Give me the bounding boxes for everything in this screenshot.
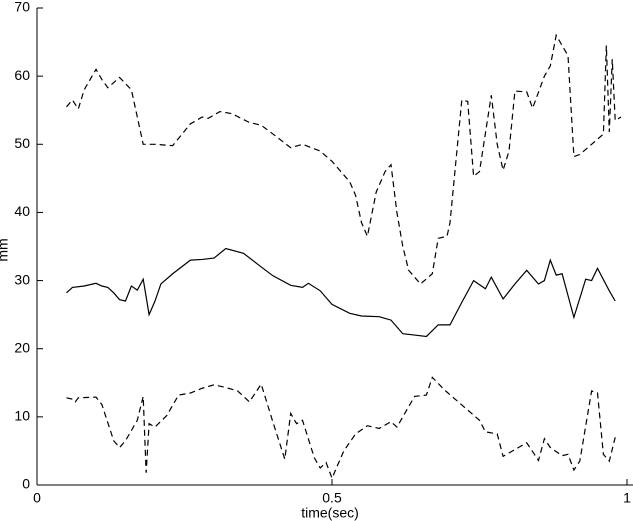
y-tick-label: 50: [14, 135, 30, 151]
y-tick-label: 10: [14, 408, 30, 424]
y-tick-label: 70: [14, 0, 30, 15]
x-tick-label: 0: [33, 490, 41, 506]
y-tick-label: 60: [14, 67, 30, 83]
y-axis-label: mm: [0, 238, 11, 261]
y-tick-label: 20: [14, 339, 30, 355]
series-line: [66, 33, 622, 285]
x-axis-label: time(sec): [301, 505, 359, 521]
series-line: [66, 376, 616, 480]
y-tick-label: 30: [14, 271, 30, 287]
y-tick-label: 40: [14, 203, 30, 219]
series-line: [66, 247, 616, 338]
x-tick-label: 1: [623, 490, 631, 506]
y-tick-label: 0: [22, 476, 30, 492]
x-tick-label: 0.5: [322, 490, 342, 506]
